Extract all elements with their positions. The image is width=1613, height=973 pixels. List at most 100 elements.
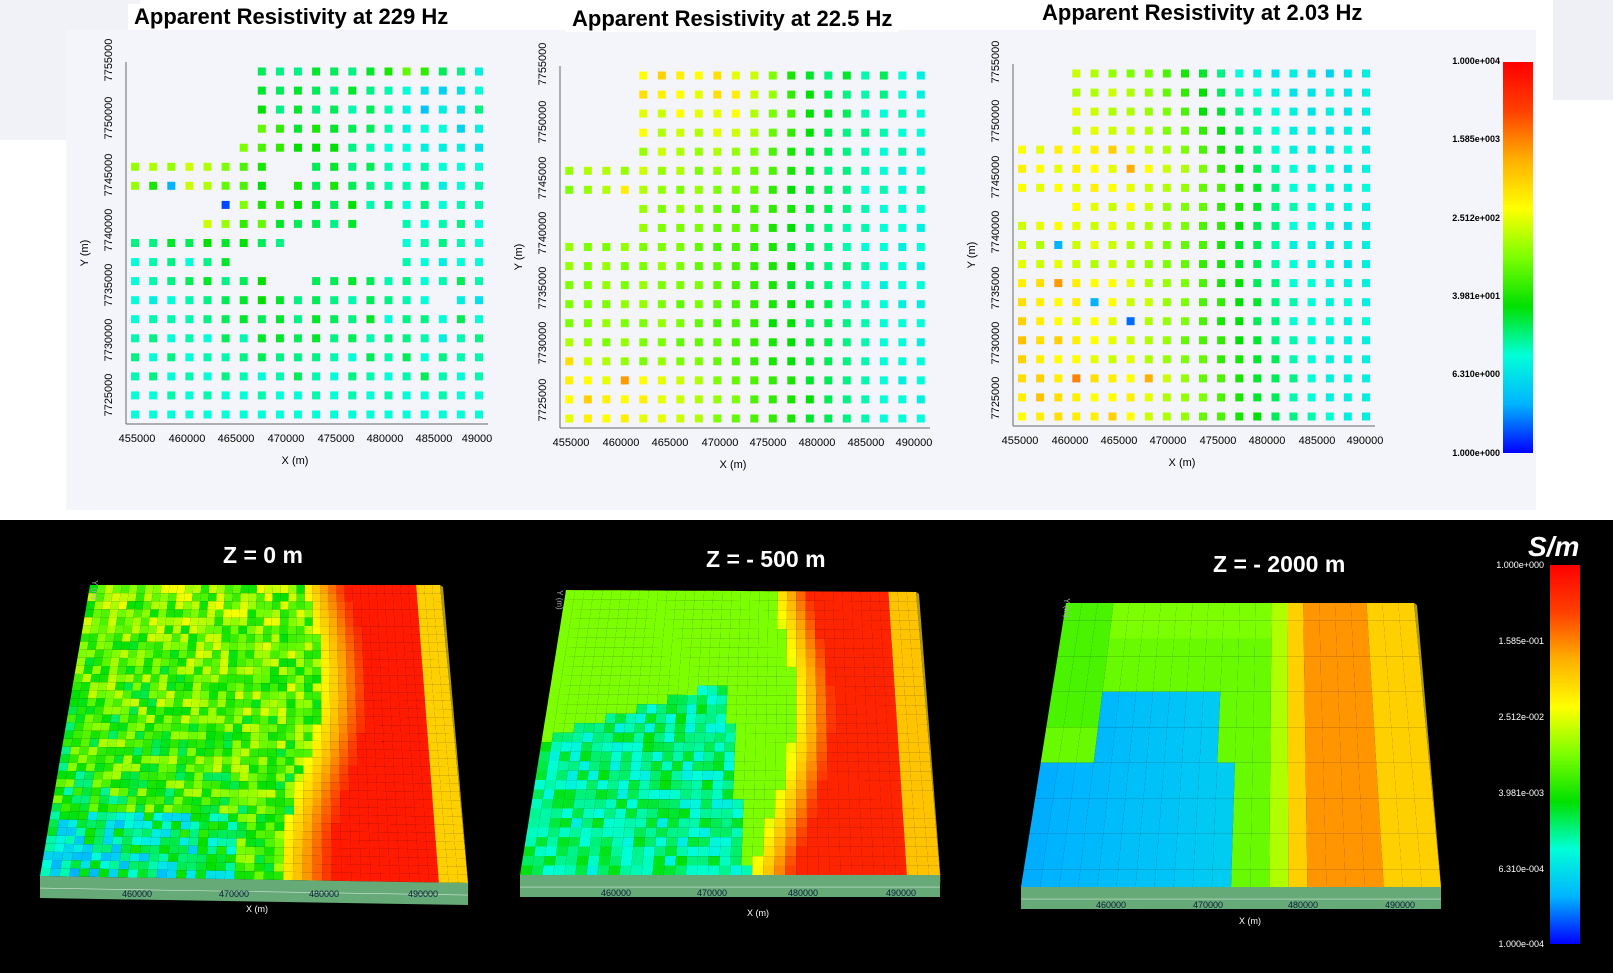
z0-cell (390, 708, 400, 717)
z0-cell (98, 625, 108, 634)
z2000-cell (1149, 709, 1169, 728)
data-point (257, 315, 266, 324)
z500-cell (768, 600, 778, 611)
data-point (861, 166, 870, 175)
z0-cell (237, 650, 246, 659)
z0-cell (90, 730, 101, 739)
data-point (731, 223, 740, 232)
z2000-cell (1373, 709, 1392, 728)
data-point (438, 353, 447, 362)
z0-cell (442, 700, 452, 710)
z500-cell (767, 647, 778, 658)
z2000-cell (1119, 674, 1138, 692)
z0-cell (312, 634, 321, 643)
z0-cell (284, 830, 294, 840)
z0-cell (93, 601, 104, 610)
z0-cell (228, 650, 238, 659)
data-point (713, 71, 722, 80)
z0-cell (233, 723, 243, 733)
z0-cell (304, 675, 313, 684)
data-point (1018, 183, 1026, 192)
z0-cell (172, 707, 183, 716)
z500-cell (697, 685, 708, 695)
z0-cell (218, 674, 228, 683)
z500-cell (573, 723, 585, 733)
z0-cell (435, 725, 446, 734)
z2000-cell (1217, 745, 1236, 763)
z500-cell (607, 694, 619, 705)
z0-cell (279, 625, 289, 635)
z0-cell (120, 641, 131, 650)
z2000-cell (1171, 656, 1189, 674)
z0-cell (118, 861, 130, 870)
z0-cell (329, 667, 339, 676)
z0-cell (395, 634, 404, 643)
z0-cell (389, 857, 399, 866)
z500-cell (878, 752, 890, 762)
data-point (348, 86, 357, 95)
z0-cell (353, 617, 362, 627)
z500-cell (639, 770, 651, 781)
x-tick-label: 480000 (799, 437, 836, 449)
z0-cell (177, 853, 188, 863)
z2000-cell (1340, 745, 1359, 763)
z2000-cell (1411, 762, 1431, 781)
z2000-cell (1420, 869, 1441, 887)
z0-cell (383, 733, 393, 742)
z500-cell (806, 799, 818, 809)
z0-cell (287, 666, 296, 676)
z500-cell (888, 742, 899, 753)
data-point (149, 410, 158, 419)
z0-cell (176, 585, 186, 594)
y-tick-label: 7735000 (990, 267, 1002, 310)
z0-cell (106, 812, 117, 821)
z0-cell (222, 756, 232, 765)
z0-cell (245, 650, 255, 659)
data-point (565, 319, 574, 328)
data-point (768, 414, 777, 423)
z2000-cell (1255, 620, 1272, 639)
z500-cell (815, 619, 825, 630)
data-point (768, 71, 777, 80)
z0-cell (112, 585, 122, 594)
z0-cell (294, 757, 304, 766)
z500-cell (668, 675, 680, 686)
data-point (1126, 412, 1135, 421)
data-point (1090, 412, 1099, 421)
z0-cell (224, 870, 235, 880)
data-point (1307, 374, 1316, 383)
z0-cell (129, 853, 140, 862)
y-tick-label: 7740000 (990, 211, 1002, 254)
z500-cell (622, 647, 634, 657)
z0-cell (179, 723, 190, 732)
z500-cell (608, 685, 620, 695)
z0-cell (457, 874, 468, 883)
z500-cell (638, 685, 649, 695)
data-point (713, 243, 722, 251)
z0-cell (93, 771, 104, 780)
z500-cell (701, 780, 713, 790)
z0-cell (369, 601, 378, 610)
z500-cell (535, 837, 548, 847)
z0-cell (339, 765, 349, 775)
z0-cell (101, 779, 112, 788)
data-point (1253, 183, 1262, 192)
z0-cell (294, 749, 304, 758)
z0-cell (433, 700, 443, 710)
z0-cell (206, 854, 217, 863)
data-point (879, 204, 888, 213)
z0-cell (377, 601, 386, 610)
z500-cell (758, 619, 769, 629)
data-point (1271, 126, 1280, 135)
z2000-front-face (1021, 887, 1441, 909)
z2000-cell (1173, 869, 1194, 887)
z0-cell (284, 806, 294, 815)
data-point (185, 258, 194, 267)
z500-cell (526, 827, 539, 837)
z2000-cell (1068, 798, 1090, 816)
z2000-cell (1190, 620, 1208, 639)
data-point (293, 143, 302, 152)
z0-cell (275, 781, 286, 790)
z500-cell (571, 808, 584, 819)
z0-cell (248, 781, 258, 790)
